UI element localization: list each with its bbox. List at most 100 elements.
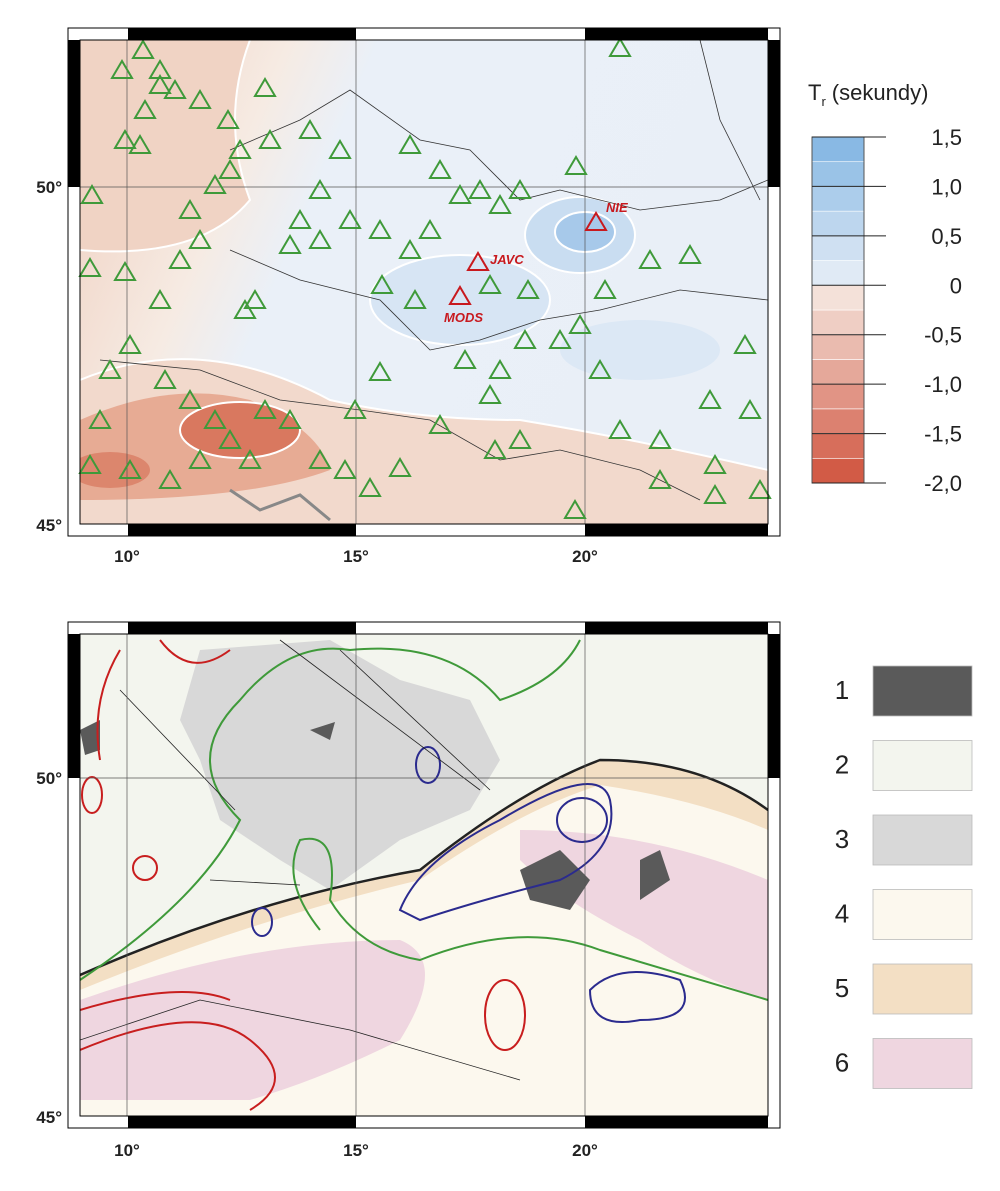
colorbar: 1,5 1,0 0,5 0 -0,5 -1,0 -1,5 -2,0 bbox=[811, 125, 962, 496]
station bbox=[678, 244, 702, 264]
station bbox=[113, 129, 137, 149]
station bbox=[508, 179, 532, 199]
x-tick-label: 10° bbox=[114, 547, 140, 566]
station bbox=[163, 79, 187, 99]
colorbar-tick-label: -2,0 bbox=[924, 471, 962, 496]
station bbox=[288, 209, 312, 229]
x-tick-label: 15° bbox=[343, 547, 369, 566]
station-highlight bbox=[466, 251, 490, 271]
legend-swatch bbox=[872, 1038, 973, 1089]
colorbar-band bbox=[811, 334, 865, 360]
station bbox=[548, 329, 572, 349]
station-label: NIE bbox=[606, 200, 628, 215]
bottom-grid bbox=[80, 634, 768, 1116]
station bbox=[428, 159, 452, 179]
station bbox=[308, 179, 332, 199]
colorbar-band bbox=[811, 309, 865, 336]
station bbox=[368, 361, 392, 381]
station bbox=[158, 469, 182, 489]
legend-label: 4 bbox=[835, 899, 849, 929]
station bbox=[608, 419, 632, 439]
station bbox=[168, 249, 192, 269]
station bbox=[703, 454, 727, 474]
station bbox=[98, 359, 122, 379]
station bbox=[110, 59, 134, 79]
station bbox=[388, 457, 412, 477]
colorbar-band bbox=[811, 383, 865, 410]
station-label: JAVC bbox=[490, 252, 524, 267]
x-tick-label: 10° bbox=[114, 1141, 140, 1160]
legend: 1 2 3 4 5 6 bbox=[835, 665, 973, 1089]
station bbox=[370, 274, 394, 294]
station bbox=[113, 261, 137, 281]
station bbox=[648, 469, 672, 489]
station bbox=[748, 479, 772, 499]
legend-label: 2 bbox=[835, 750, 849, 780]
station bbox=[278, 234, 302, 254]
station bbox=[403, 289, 427, 309]
y-tick-label: 45° bbox=[36, 516, 62, 535]
station bbox=[178, 389, 202, 409]
legend-label: 3 bbox=[835, 824, 849, 854]
station bbox=[298, 119, 322, 139]
station bbox=[738, 399, 762, 419]
legend-swatch bbox=[872, 814, 973, 866]
station bbox=[128, 134, 152, 154]
y-tick-label: 45° bbox=[36, 1108, 62, 1127]
station bbox=[203, 174, 227, 194]
colorbar-tick-label: 0 bbox=[950, 273, 962, 298]
station bbox=[188, 229, 212, 249]
station bbox=[478, 274, 502, 294]
top-frame bbox=[67, 27, 781, 537]
bottom-frame bbox=[67, 621, 781, 1129]
stations bbox=[78, 37, 772, 519]
colorbar-band bbox=[811, 284, 865, 311]
colorbar-band bbox=[811, 359, 865, 385]
station bbox=[513, 329, 537, 349]
colorbar-band bbox=[811, 457, 865, 484]
station bbox=[80, 184, 104, 204]
station bbox=[228, 139, 252, 159]
station bbox=[703, 484, 727, 504]
station bbox=[88, 409, 112, 429]
colorbar-band bbox=[811, 408, 865, 434]
station bbox=[448, 184, 472, 204]
station bbox=[218, 159, 242, 179]
station bbox=[253, 77, 277, 97]
station bbox=[216, 109, 240, 129]
colorbar-band bbox=[811, 161, 865, 187]
station bbox=[468, 179, 492, 199]
station bbox=[478, 384, 502, 404]
colorbar-band bbox=[811, 433, 865, 459]
y-tick-label: 50° bbox=[36, 769, 62, 788]
station bbox=[238, 449, 262, 469]
colorbar-band bbox=[811, 235, 865, 261]
station bbox=[308, 449, 332, 469]
station bbox=[148, 74, 172, 94]
x-tick-label: 20° bbox=[572, 547, 598, 566]
station bbox=[588, 359, 612, 379]
station bbox=[243, 289, 267, 309]
station-label: MODS bbox=[444, 310, 483, 325]
station bbox=[178, 199, 202, 219]
colorbar-title: Tr (sekundy) bbox=[808, 80, 928, 109]
colorbar-tick-label: 1,5 bbox=[931, 125, 962, 150]
station bbox=[328, 139, 352, 159]
station bbox=[131, 39, 155, 59]
station bbox=[488, 194, 512, 214]
legend-swatch bbox=[872, 665, 973, 717]
station bbox=[483, 439, 507, 459]
station bbox=[358, 477, 382, 497]
station bbox=[118, 459, 142, 479]
station bbox=[188, 89, 212, 109]
station bbox=[343, 399, 367, 419]
station bbox=[258, 129, 282, 149]
bottom-map bbox=[80, 634, 768, 1116]
legend-label: 6 bbox=[835, 1048, 849, 1078]
station bbox=[333, 459, 357, 479]
station bbox=[418, 219, 442, 239]
title-symbol: T bbox=[808, 80, 821, 105]
colorbar-tick-label: -1,0 bbox=[924, 372, 962, 397]
station bbox=[133, 99, 157, 119]
x-tick-label: 15° bbox=[343, 1141, 369, 1160]
